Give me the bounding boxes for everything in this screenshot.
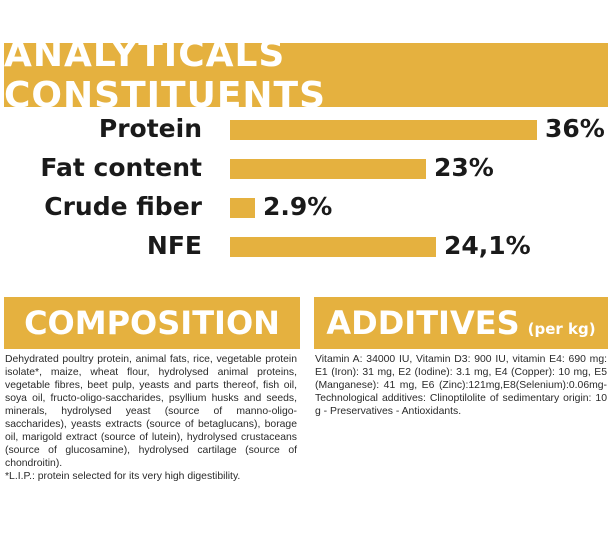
composition-section: Dehydrated poultry protein, animal fats,… (5, 353, 297, 483)
bar (230, 237, 436, 257)
bar-label: Protein (98, 114, 202, 143)
bar-label: NFE (146, 231, 202, 260)
bar (230, 120, 537, 140)
composition-text: Dehydrated poultry protein, animal fats,… (5, 354, 297, 469)
composition-header: COMPOSITION (4, 297, 300, 349)
composition-title: COMPOSITION (24, 304, 280, 342)
bar (230, 159, 426, 179)
bar-value-label: 2.9% (263, 192, 333, 221)
additives-text: Vitamin A: 34000 IU, Vitamin D3: 900 IU,… (315, 354, 607, 417)
analytical-chart: Protein 36% Fat content 23% Crude fiber 2.9% N… (40, 114, 605, 260)
bar-value-label: 23% (434, 153, 494, 182)
bar-label: Crude fiber (44, 192, 202, 221)
additives-section: Vitamin A: 34000 IU, Vitamin D3: 900 IU,… (315, 353, 607, 418)
bar-value-label: 24,1% (444, 231, 531, 260)
bar (230, 198, 255, 218)
bar-value-label: 36% (545, 114, 605, 143)
additives-header: ADDITIVES (per kg) (314, 297, 608, 349)
composition-footnote: *L.I.P.: protein selected for its very h… (5, 471, 241, 482)
analytical-banner: ANALYTICALS CONSTITUENTS (4, 34, 608, 116)
additives-title: ADDITIVES (326, 304, 520, 342)
bar-label: Fat content (40, 153, 202, 182)
additives-subtitle: (per kg) (527, 320, 596, 338)
analytical-title: ANALYTICALS CONSTITUENTS (4, 34, 327, 116)
